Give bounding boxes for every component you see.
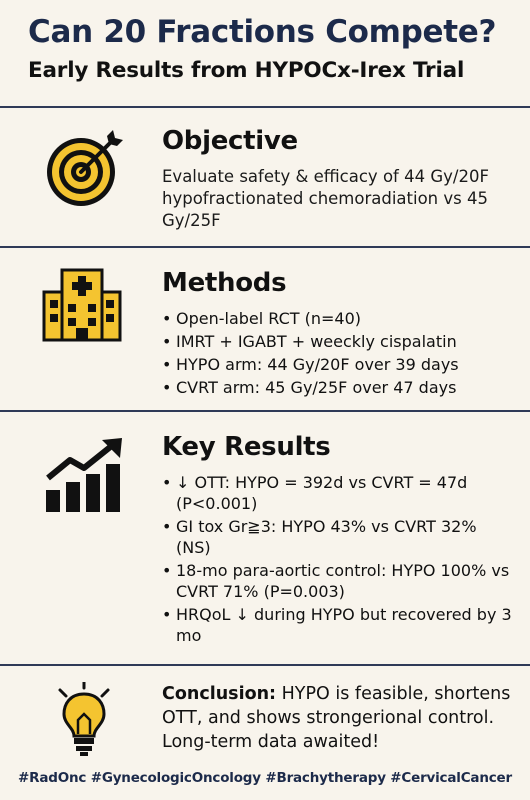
results-title: Key Results [162,432,331,462]
divider [0,106,530,108]
list-item: GI tox Gr≧3: HYPO 43% vs CVRT 32% (NS) [162,516,516,558]
results-content: Key Results ↓ OTT: HYPO = 392d vs CVRT =… [162,432,516,648]
list-item: ↓ OTT: HYPO = 392d vs CVRT = 47d (P<0.00… [162,472,516,514]
conclusion-label: Conclusion: [162,684,277,704]
list-item: CVRT arm: 45 Gy/25F over 47 days [162,377,516,398]
hospital-icon [42,266,122,346]
hashtags: #RadOnc #GynecologicOncology #Brachyther… [18,770,512,786]
target-icon [43,126,127,214]
divider [0,664,530,666]
header: Can 20 Fractions Compete? Early Results … [28,14,520,83]
conclusion-text: HYPO is feasible, shortens OTT, and show… [162,684,511,752]
page-title: Can 20 Fractions Compete? [28,14,497,50]
page-subtitle: Early Results from HYPOCx-Irex Trial [28,58,465,83]
objective-title: Objective [162,126,298,156]
methods-list: Open-label RCT (n=40) IMRT + IGABT + wee… [162,308,516,398]
objective-text: Evaluate safety & efficacy of 44 Gy/20F … [162,167,489,230]
results-section: Key Results ↓ OTT: HYPO = 392d vs CVRT =… [0,412,530,664]
objective-content: Objective Evaluate safety & efficacy of … [162,126,516,232]
list-item: HRQoL ↓ during HYPO but recovered by 3 m… [162,604,516,646]
conclusion-content: Conclusion: HYPO is feasible, shortens O… [162,682,516,754]
list-item: HYPO arm: 44 Gy/20F over 39 days [162,354,516,375]
divider [0,410,530,412]
growth-chart-icon [44,438,124,518]
methods-section: Methods Open-label RCT (n=40) IMRT + IGA… [0,248,530,410]
conclusion-section: Conclusion: HYPO is feasible, shortens O… [0,666,530,766]
list-item: 18-mo para-aortic control: HYPO 100% vs … [162,560,516,602]
lightbulb-icon [54,680,114,760]
list-item: IMRT + IGABT + weeckly cispalatin [162,331,516,352]
objective-section: Objective Evaluate safety & efficacy of … [0,108,530,246]
list-item: Open-label RCT (n=40) [162,308,516,329]
methods-content: Methods Open-label RCT (n=40) IMRT + IGA… [162,268,516,400]
results-list: ↓ OTT: HYPO = 392d vs CVRT = 47d (P<0.00… [162,472,516,646]
methods-title: Methods [162,268,287,298]
divider [0,246,530,248]
